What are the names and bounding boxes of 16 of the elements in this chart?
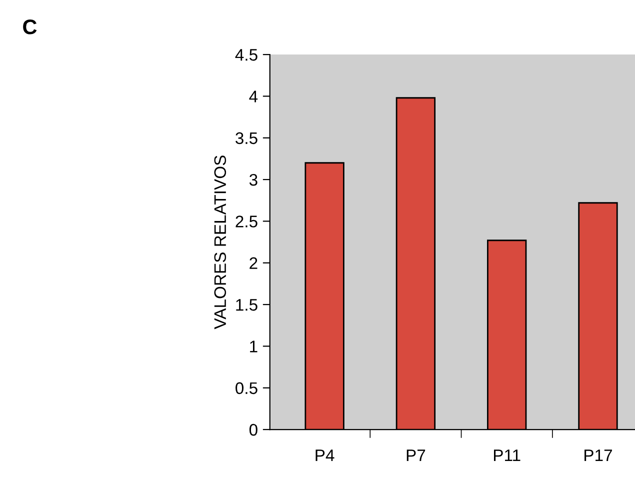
x-tick-label: P11 <box>494 450 520 462</box>
y-tick-label: 2 <box>250 257 258 269</box>
y-tick-label: 1 <box>250 340 258 352</box>
x-tick-label: P4 <box>316 450 334 462</box>
y-tick-label: 3 <box>249 174 258 186</box>
y-tick-label: 0 <box>249 424 258 436</box>
y-tick-label: 3.5 <box>236 132 258 144</box>
x-tick-label: P17 <box>584 450 612 462</box>
y-axis-title: VALORES RELATIVOS <box>214 156 226 330</box>
y-tick-label: 0.5 <box>236 382 258 394</box>
text: C <box>23 20 37 34</box>
y-tick-label: 2.5 <box>236 216 258 228</box>
y-tick-label: 4.5 <box>235 49 258 61</box>
x-tick-label: P7 <box>406 450 426 462</box>
y-tick-label: 1.5 <box>236 299 258 311</box>
y-tick-label: 4 <box>249 90 258 102</box>
